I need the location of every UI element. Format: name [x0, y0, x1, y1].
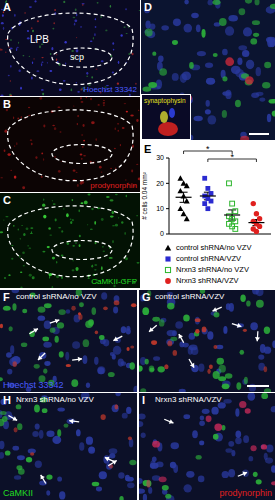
html-text:Nrxn3 shRNA/no VZV: Nrxn3 shRNA/no VZV: [176, 265, 249, 274]
html-text:control shRNA/VZV: control shRNA/VZV: [176, 254, 241, 263]
html-text:E: E: [144, 143, 152, 155]
svg-text:*: *: [206, 144, 210, 154]
html-text:B: B: [3, 98, 11, 110]
html-text:CaMKII: CaMKII: [3, 488, 33, 498]
html-text:Nrxn3 shRNA/VZV: Nrxn3 shRNA/VZV: [155, 395, 222, 404]
html-text:D: D: [144, 1, 152, 13]
html-text:Nrxn3 shRNA/VZV: Nrxn3 shRNA/VZV: [176, 276, 239, 285]
html-text:H: H: [3, 394, 11, 406]
html-text:A: A: [3, 1, 11, 13]
html-text:prodynorphin: prodynorphin: [90, 181, 137, 190]
html-text:synaptophysin: synaptophysin: [144, 97, 186, 104]
html-text:scp: scp: [70, 52, 84, 62]
svg-text:0: 0: [160, 230, 164, 237]
svg-text:30: 30: [156, 154, 164, 161]
html-text:LPB: LPB: [30, 34, 49, 45]
html-text:Hoechst 33342: Hoechst 33342: [83, 85, 137, 94]
html-text:prodynorphin: prodynorphin: [219, 488, 272, 498]
svg-text:# cells 0.04 mm²: # cells 0.04 mm²: [141, 171, 148, 220]
html-text:F: F: [3, 291, 10, 303]
svg-text:*: *: [230, 152, 234, 162]
svg-text:20: 20: [156, 180, 164, 187]
html-text:I: I: [142, 394, 146, 406]
html-text:CaMKII-GFP: CaMKII-GFP: [91, 277, 137, 286]
svg-text:10: 10: [156, 205, 164, 212]
html-text:Hoechst 33342: Hoechst 33342: [3, 380, 64, 390]
html-text:C: C: [3, 194, 11, 206]
html-text:control shRNA/no VZV: control shRNA/no VZV: [16, 292, 97, 301]
html-text:control shRNA/no VZV: control shRNA/no VZV: [176, 243, 252, 252]
html-text:G control shRNA/VZV: G control shRNA/VZV: [142, 291, 225, 303]
html-text:Nrxn3 shRNA/no VZV: Nrxn3 shRNA/no VZV: [16, 395, 94, 404]
